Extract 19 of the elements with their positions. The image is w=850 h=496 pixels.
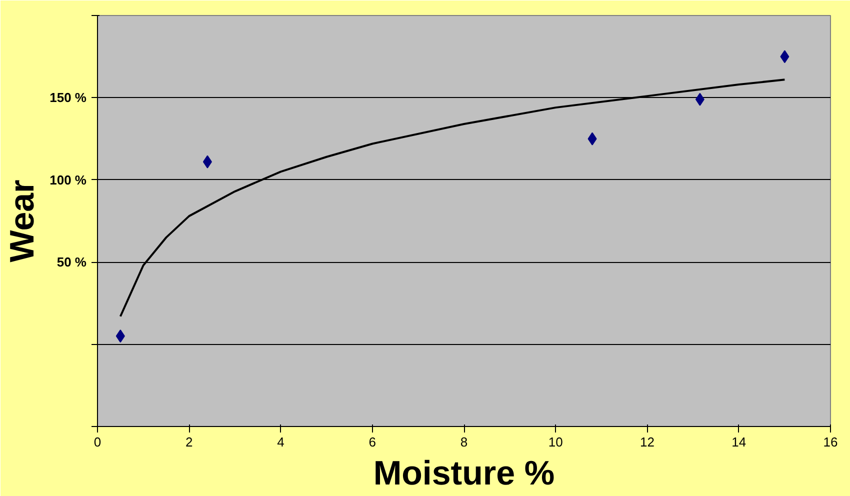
x-tick-label: 2 — [186, 434, 193, 450]
y-tick-label: 50 % — [56, 254, 87, 270]
x-tick-label: 8 — [460, 434, 468, 450]
x-tick-label: 6 — [368, 434, 376, 450]
x-tick-label: 4 — [277, 434, 284, 450]
point — [202, 155, 212, 168]
point — [695, 92, 704, 106]
y-axis-title: Wear — [4, 180, 42, 262]
x-tick-label: 16 — [823, 434, 838, 450]
point — [588, 132, 597, 146]
y-tick-label: 150 % — [50, 90, 87, 106]
x-tick-label: 12 — [640, 434, 654, 450]
point — [116, 330, 125, 343]
x-axis-title: Moisture % — [373, 454, 555, 492]
x-tick-label: 0 — [94, 434, 102, 450]
point — [780, 50, 790, 64]
x-tick-label: 14 — [732, 434, 746, 450]
y-tick-label: 100 % — [50, 172, 87, 188]
x-tick-label: 10 — [548, 434, 563, 450]
